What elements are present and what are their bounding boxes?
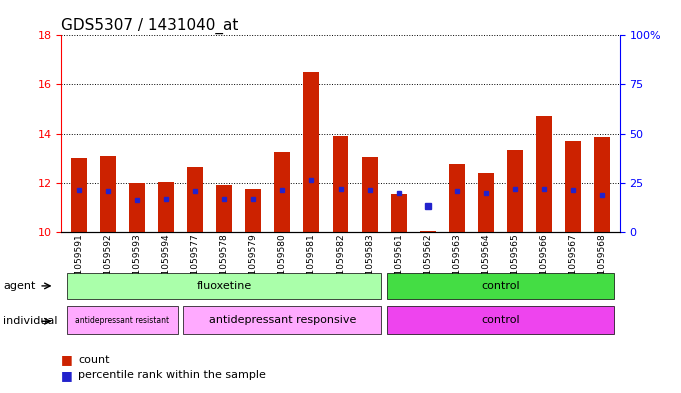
Bar <box>274 152 290 232</box>
Bar <box>158 182 174 232</box>
Bar <box>362 157 377 232</box>
Text: fluoxetine: fluoxetine <box>197 281 252 291</box>
Bar <box>245 189 262 232</box>
Bar <box>129 183 145 232</box>
Bar <box>419 231 436 232</box>
Bar <box>387 273 614 299</box>
Bar <box>67 273 381 299</box>
Bar <box>478 173 494 232</box>
Text: control: control <box>481 315 520 325</box>
Text: percentile rank within the sample: percentile rank within the sample <box>78 370 266 380</box>
Bar <box>595 137 610 232</box>
Bar <box>183 306 381 334</box>
Text: agent: agent <box>3 281 36 291</box>
Text: control: control <box>481 281 520 291</box>
Bar <box>304 72 319 232</box>
Text: ■: ■ <box>61 369 73 382</box>
Text: count: count <box>78 354 110 365</box>
Bar <box>536 116 552 232</box>
Bar <box>216 185 232 232</box>
Text: ■: ■ <box>61 353 73 366</box>
Bar <box>71 158 86 232</box>
Bar <box>187 167 203 232</box>
Text: antidepressant resistant: antidepressant resistant <box>76 316 170 325</box>
Bar <box>100 156 116 232</box>
Bar <box>391 194 407 232</box>
Bar <box>67 306 178 334</box>
Bar <box>507 150 523 232</box>
Text: antidepressant responsive: antidepressant responsive <box>208 315 356 325</box>
Bar <box>449 164 465 232</box>
Text: individual: individual <box>3 316 58 326</box>
Bar <box>565 141 581 232</box>
Bar <box>387 306 614 334</box>
Bar <box>332 136 349 232</box>
Text: GDS5307 / 1431040_at: GDS5307 / 1431040_at <box>61 18 238 34</box>
